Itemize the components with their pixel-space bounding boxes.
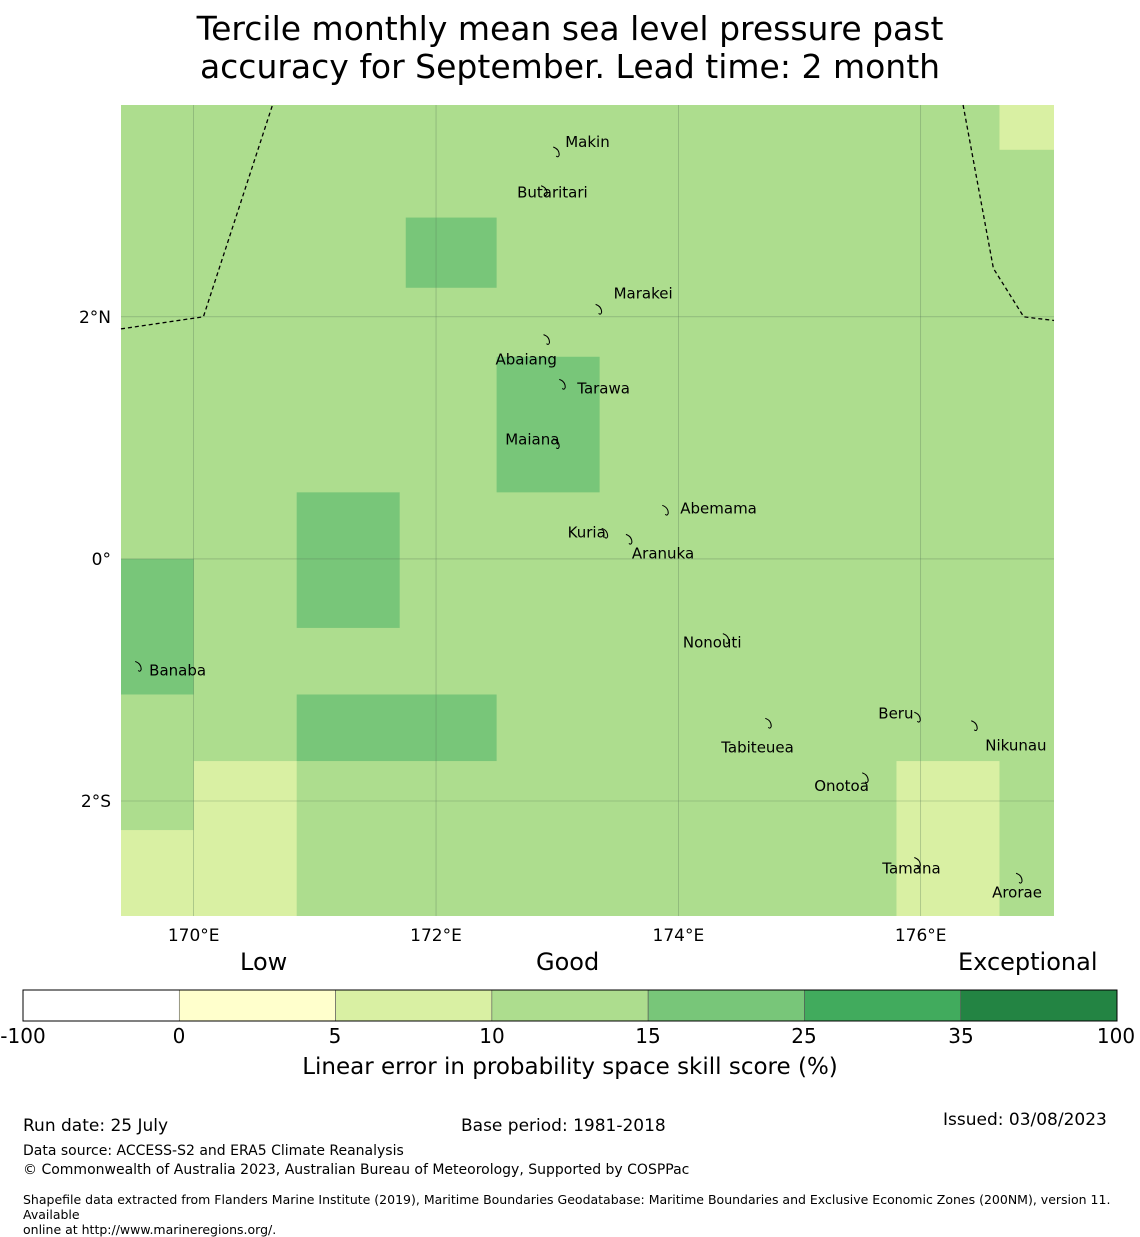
- colorbar-bin: [647, 989, 805, 1022]
- island-shape: [553, 438, 560, 450]
- colorbar-bin: [491, 989, 649, 1022]
- title-line-1: Tercile monthly mean sea level pressure …: [196, 9, 944, 48]
- colorbar-outline: [22, 989, 1118, 1022]
- skill-cells-layer: [121, 105, 1054, 916]
- copyright: © Commonwealth of Australia 2023, Austra…: [23, 1162, 690, 1178]
- colorbar-tick: 0: [172, 1024, 186, 1048]
- data-source: Data source: ACCESS-S2 and ERA5 Climate …: [23, 1143, 404, 1159]
- colorbar-title: Linear error in probability space skill …: [302, 1054, 838, 1080]
- islands-layer: Makin Butaritari Marakei Abaiang Tarawa Maian…: [135, 133, 1047, 901]
- colorbar-bin: [178, 989, 336, 1022]
- colorbar-bin: [22, 989, 180, 1022]
- skill-cell: [296, 492, 400, 628]
- run-date: Run date: 25 July: [23, 1116, 169, 1136]
- island-label: Onotoa: [814, 777, 869, 795]
- island-shape: [971, 720, 978, 732]
- base-period: Base period: 1981-2018: [461, 1116, 666, 1136]
- island-shape: [765, 717, 772, 729]
- island-label: Tabiteuea: [720, 738, 794, 756]
- skill-cell: [896, 761, 1000, 916]
- colorbar-tick: 15: [635, 1024, 661, 1048]
- colorbar-tick: 100: [1096, 1024, 1136, 1048]
- shapefile-credit-line-1: Shapefile data extracted from Flanders M…: [23, 1192, 1111, 1222]
- island-shape: [625, 533, 633, 545]
- y-tick-label: 2°N: [79, 308, 111, 328]
- colorbar-bin: [335, 989, 493, 1022]
- island-shape: [662, 504, 669, 516]
- colorbar-bin: [960, 989, 1118, 1022]
- colorbar-label-good: Good: [536, 948, 600, 976]
- colorbar-tick: -100: [0, 1024, 46, 1048]
- island-shape: [543, 334, 551, 345]
- skill-cell: [999, 105, 1054, 150]
- island-label: Nonouti: [683, 634, 742, 652]
- island-label: Butaritari: [517, 184, 588, 202]
- eez-boundary-east: [962, 104, 1055, 322]
- island-shape: [553, 146, 560, 158]
- colorbar-label-exceptional: Exceptional: [958, 948, 1098, 976]
- island-label: Abemama: [680, 499, 757, 517]
- island-shape: [914, 711, 921, 723]
- colorbar-tick: 25: [791, 1024, 817, 1048]
- gridlines-layer: [121, 105, 1054, 916]
- map-title: Tercile monthly mean sea level pressure …: [0, 10, 1140, 86]
- colorbar-tick: 10: [479, 1024, 505, 1048]
- island-label: Arorae: [992, 883, 1042, 901]
- colorbar: [22, 989, 1118, 1022]
- y-tick-label: 2°S: [81, 792, 111, 812]
- eez-boundary-west: [120, 104, 274, 330]
- island-label: Marakei: [614, 284, 673, 302]
- island-label: Tamana: [881, 860, 940, 878]
- island-shape: [722, 633, 730, 644]
- island-shape: [135, 660, 142, 672]
- x-tick-label: 176°E: [895, 926, 947, 946]
- skill-cell: [296, 694, 497, 762]
- skill-cell: [496, 356, 600, 493]
- island-shape: [1015, 872, 1023, 884]
- island-shape: [559, 378, 566, 390]
- skill-cell: [193, 761, 297, 916]
- skill-cell: [121, 558, 194, 695]
- island-shape: [914, 857, 921, 868]
- island-shape: [595, 303, 603, 315]
- colorbar-label-low: Low: [240, 948, 288, 976]
- colorbar-tick: 35: [948, 1024, 974, 1048]
- x-tick-label: 174°E: [653, 926, 705, 946]
- island-label: Kuria: [568, 523, 606, 541]
- island-label: Tarawa: [576, 379, 630, 397]
- title-line-2: accuracy for September. Lead time: 2 mon…: [199, 47, 941, 86]
- island-shape: [601, 527, 609, 539]
- colorbar-tick: 5: [328, 1024, 342, 1048]
- island-label: Makin: [565, 133, 610, 151]
- island-label: Maiana: [505, 431, 559, 449]
- skill-cell: [121, 830, 194, 916]
- axis-labels-layer: 170°E 172°E 174°E 176°E 2°N 0° 2°S: [79, 308, 947, 946]
- island-label: Beru: [878, 704, 913, 722]
- colorbar-bin: [804, 989, 962, 1022]
- island-shape: [540, 185, 548, 197]
- x-tick-label: 172°E: [410, 926, 462, 946]
- island-label: Abaiang: [496, 351, 557, 369]
- island-label: Aranuka: [632, 544, 694, 562]
- island-label: Banaba: [149, 661, 206, 679]
- y-tick-label: 0°: [92, 550, 111, 570]
- skill-cell: [405, 217, 497, 288]
- shapefile-credit: Shapefile data extracted from Flanders M…: [23, 1192, 1140, 1237]
- issued-date: Issued: 03/08/2023: [943, 1110, 1107, 1130]
- eez-boundary-layer: [120, 104, 1055, 330]
- x-tick-label: 170°E: [168, 926, 220, 946]
- island-shape: [862, 772, 869, 784]
- island-label: Nikunau: [985, 737, 1046, 755]
